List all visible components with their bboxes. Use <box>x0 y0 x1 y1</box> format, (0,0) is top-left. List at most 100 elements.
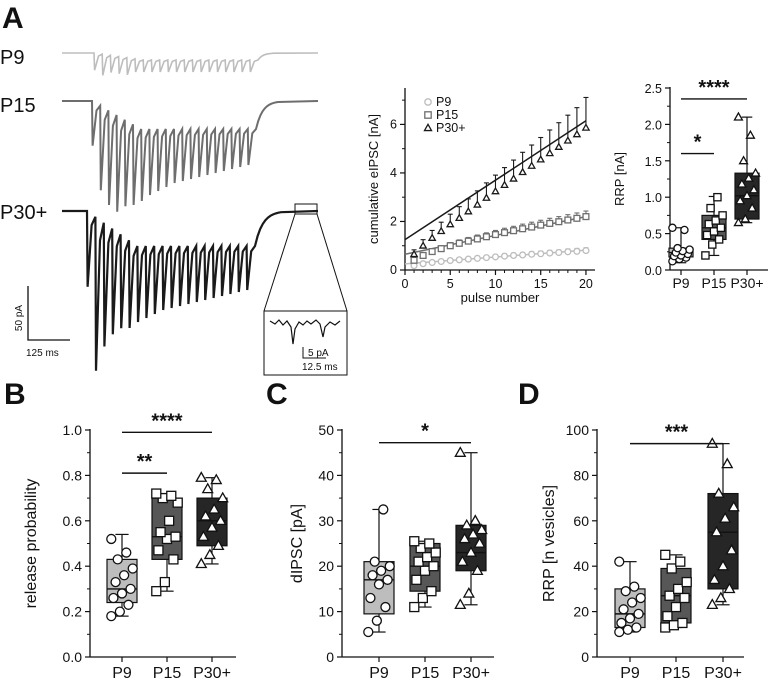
data-point <box>473 200 482 208</box>
data-point <box>536 154 546 163</box>
data-point <box>733 217 744 227</box>
data-point <box>670 601 682 613</box>
y-tick-label: 10 <box>318 604 334 620</box>
significance-label: * <box>694 132 702 154</box>
x-tick-label: 5 <box>447 277 454 291</box>
trace-label-p15: P15 <box>0 95 36 117</box>
data-point <box>706 437 719 448</box>
data-point <box>582 213 590 221</box>
y-tick-label: 100 <box>566 422 590 438</box>
data-point <box>127 563 138 574</box>
data-point <box>426 586 437 597</box>
data-point <box>629 581 640 592</box>
data-point <box>510 251 518 259</box>
data-point <box>454 598 467 610</box>
y-tick-label: 20 <box>318 558 334 574</box>
data-point <box>467 527 480 539</box>
data-point <box>363 626 374 638</box>
data-point <box>563 136 573 144</box>
y-tick-label: 6 <box>390 117 397 131</box>
x-category-label: P30+ <box>704 665 742 682</box>
x-tick-label: 15 <box>534 277 548 291</box>
zoom-box <box>294 203 318 215</box>
data-point <box>681 576 692 588</box>
data-point <box>666 563 677 574</box>
data-point <box>509 174 518 182</box>
data-point <box>409 249 419 258</box>
data-point <box>114 606 126 617</box>
x-category-label: P15 <box>702 275 727 291</box>
rrp-vesicles-chart: 0 20 40 60 80 100 RRP [n vesicles] P9 P15 P30+ *** <box>541 422 744 682</box>
y-tick-label: 0 <box>581 649 589 665</box>
data-point <box>155 527 166 538</box>
data-point <box>464 206 473 215</box>
data-point <box>125 583 136 595</box>
data-point <box>537 250 545 258</box>
data-point <box>618 604 629 615</box>
y-axis-label: cumulative eIPSC [nA] <box>366 114 381 244</box>
data-point <box>458 532 471 544</box>
y-axis-label: dIPSC [pA] <box>289 504 306 583</box>
data-point <box>199 509 212 521</box>
inset-trace <box>269 319 341 345</box>
data-point <box>418 241 428 249</box>
data-point <box>616 617 627 629</box>
data-point <box>680 225 689 235</box>
data-point <box>716 223 726 233</box>
data-point <box>519 251 527 259</box>
data-point <box>537 221 545 229</box>
data-point <box>106 610 117 622</box>
y-tick-label: 50 <box>318 422 334 438</box>
data-point <box>203 548 216 560</box>
data-point <box>706 598 719 610</box>
data-point <box>727 500 740 512</box>
x-category-label: P15 <box>153 665 182 682</box>
data-point <box>702 230 712 240</box>
data-point <box>614 626 625 638</box>
y-tick-label: 1.0 <box>645 191 662 205</box>
data-point <box>384 561 395 572</box>
data-point <box>626 597 638 608</box>
data-point <box>725 543 738 555</box>
significance-label: * <box>421 421 429 443</box>
y-tick-label: 40 <box>318 467 334 483</box>
panel-label-b: B <box>4 378 26 411</box>
y-tick-label: 0.5 <box>645 228 662 242</box>
data-point <box>500 180 509 189</box>
data-point <box>706 203 715 213</box>
data-point <box>473 254 481 262</box>
data-point <box>719 512 732 523</box>
data-point <box>163 515 175 526</box>
data-point <box>375 565 387 576</box>
data-point <box>482 254 490 262</box>
data-point <box>675 556 686 567</box>
data-point <box>419 565 431 576</box>
significance-label: *** <box>665 422 689 444</box>
data-point <box>427 233 437 241</box>
legend-label-1: P15 <box>436 108 458 122</box>
data-point <box>411 574 422 585</box>
y-tick-label: 2.0 <box>645 118 662 132</box>
y-tick-label: 0.0 <box>645 264 662 278</box>
y-tick-label: 0.6 <box>63 513 83 529</box>
legend-marker-1 <box>424 111 432 119</box>
data-point <box>373 579 385 590</box>
data-point <box>482 193 491 201</box>
x-category-label: P30+ <box>193 665 231 682</box>
data-point <box>741 190 753 200</box>
data-point <box>455 239 463 247</box>
y-tick-label: 0.0 <box>63 649 83 665</box>
data-point <box>714 591 727 603</box>
data-point <box>382 574 393 585</box>
data-point <box>660 549 671 560</box>
y-tick-label: 0 <box>326 649 334 665</box>
data-point <box>421 551 433 563</box>
data-point <box>716 559 730 571</box>
significance-label: **** <box>151 410 182 432</box>
data-point <box>216 491 229 503</box>
x-category-label: P9 <box>620 665 640 682</box>
data-point <box>554 142 564 150</box>
data-point <box>106 533 117 545</box>
inset-scalebar <box>302 347 326 359</box>
data-point <box>168 554 179 565</box>
